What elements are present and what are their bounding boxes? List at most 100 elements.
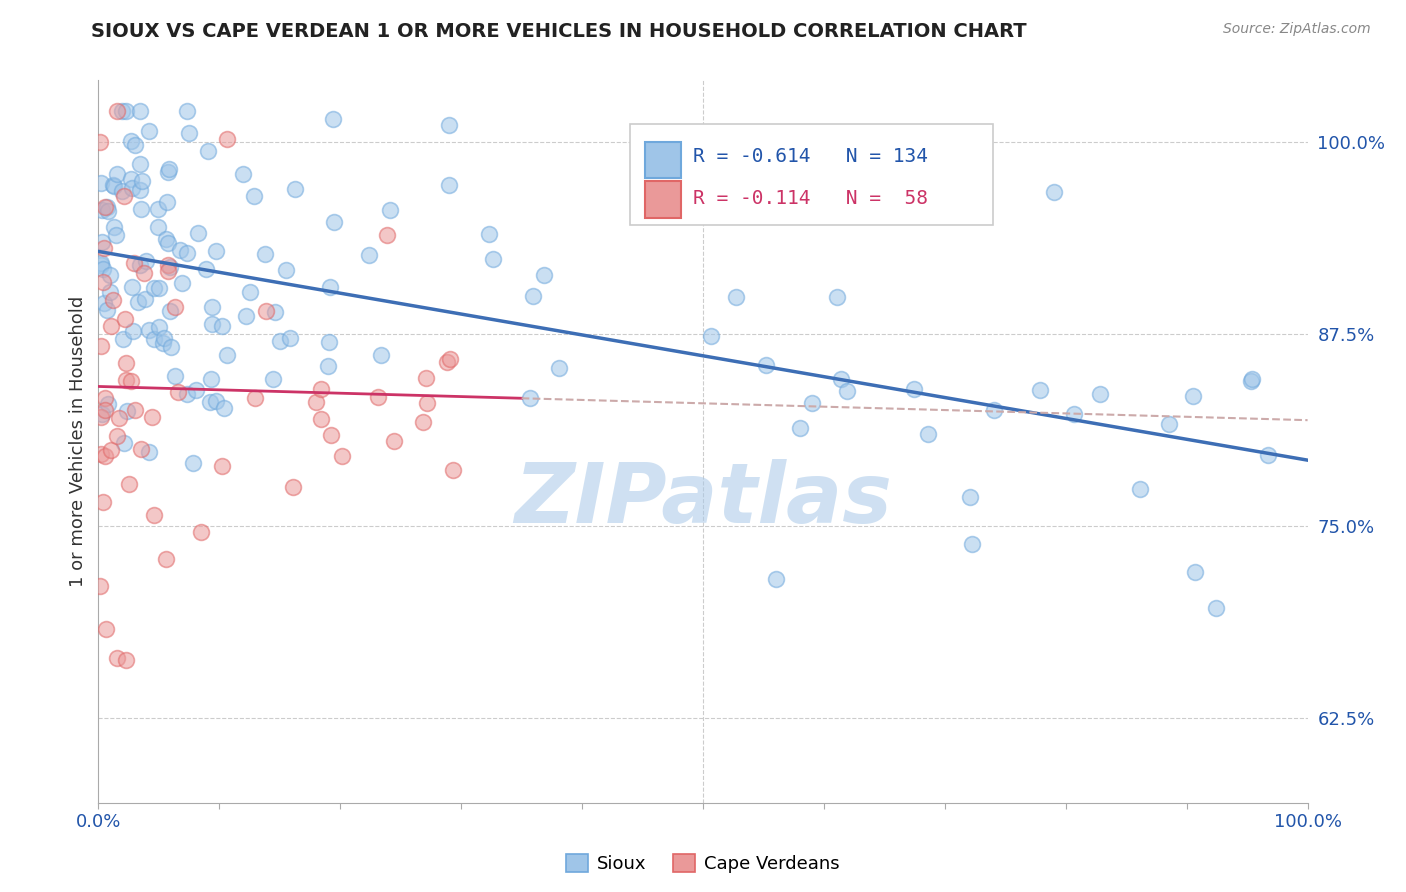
Point — [176, 245, 198, 260]
Point — [93, 242, 115, 256]
Point — [254, 247, 277, 261]
Point — [100, 442, 122, 457]
Point — [263, 305, 285, 319]
Point — [131, 442, 153, 456]
Point — [131, 174, 153, 188]
Point — [305, 394, 328, 409]
Point — [415, 371, 437, 385]
Point — [176, 103, 198, 118]
Point — [384, 434, 406, 448]
Point — [1184, 566, 1206, 580]
Point — [108, 411, 131, 425]
Point — [375, 228, 398, 243]
Point — [114, 311, 136, 326]
Text: R = -0.114   N =  58: R = -0.114 N = 58 — [693, 189, 928, 208]
Point — [90, 176, 112, 190]
Point — [105, 428, 128, 442]
Point — [232, 167, 254, 181]
Point — [134, 292, 156, 306]
Point — [190, 524, 212, 539]
Point — [441, 463, 464, 477]
Point — [132, 266, 155, 280]
Point — [121, 280, 143, 294]
Point — [91, 495, 114, 509]
Point — [155, 551, 177, 566]
Point — [198, 395, 221, 409]
Point — [142, 281, 165, 295]
Point — [1157, 417, 1180, 431]
Point — [437, 118, 460, 132]
Point — [89, 579, 111, 593]
Point — [94, 402, 117, 417]
Legend: Sioux, Cape Verdeans: Sioux, Cape Verdeans — [560, 847, 846, 880]
Point — [181, 456, 204, 470]
Point — [112, 189, 135, 203]
Text: ZIPatlas: ZIPatlas — [515, 458, 891, 540]
Point — [197, 145, 219, 159]
Point — [121, 180, 143, 194]
Point — [138, 124, 160, 138]
Point — [357, 248, 380, 262]
Point — [115, 653, 138, 667]
Point — [725, 290, 748, 304]
Point — [1240, 372, 1263, 386]
Point — [90, 255, 112, 269]
Point — [148, 220, 170, 235]
Point — [284, 182, 307, 196]
Point — [217, 348, 239, 362]
Point — [90, 258, 112, 272]
Point — [105, 650, 128, 665]
Point — [110, 103, 132, 118]
Point — [170, 277, 193, 291]
Point — [124, 137, 146, 152]
Point — [176, 387, 198, 401]
Point — [415, 396, 437, 410]
Point — [97, 397, 120, 411]
Point — [235, 309, 257, 323]
Point — [959, 490, 981, 504]
Point — [239, 285, 262, 299]
Point — [120, 172, 142, 186]
Point — [91, 276, 114, 290]
Point — [201, 317, 224, 331]
Point — [138, 323, 160, 337]
Point — [98, 268, 121, 283]
Point — [1205, 601, 1227, 615]
Point — [148, 319, 170, 334]
Point — [789, 421, 811, 435]
Point — [91, 262, 114, 277]
Point — [1063, 407, 1085, 421]
Point — [205, 244, 228, 258]
Point — [90, 407, 112, 421]
Point — [983, 403, 1005, 417]
Point — [318, 334, 340, 349]
Point — [269, 334, 291, 348]
Text: SIOUX VS CAPE VERDEAN 1 OR MORE VEHICLES IN HOUSEHOLD CORRELATION CHART: SIOUX VS CAPE VERDEAN 1 OR MORE VEHICLES… — [91, 22, 1026, 41]
Point — [1043, 185, 1066, 199]
Point — [243, 189, 266, 203]
Y-axis label: 1 or more Vehicles in Household: 1 or more Vehicles in Household — [69, 296, 87, 587]
Point — [122, 324, 145, 338]
Point — [309, 382, 332, 396]
Point — [160, 340, 183, 354]
Point — [156, 235, 179, 250]
Point — [1257, 448, 1279, 462]
Point — [89, 135, 111, 149]
Point — [522, 289, 544, 303]
Point — [478, 227, 501, 241]
Point — [156, 258, 179, 272]
Point — [436, 354, 458, 368]
FancyBboxPatch shape — [630, 124, 993, 225]
Point — [121, 374, 143, 388]
Point — [157, 162, 180, 177]
Point — [169, 243, 191, 257]
Point — [129, 259, 152, 273]
Point — [129, 103, 152, 118]
Point — [330, 449, 353, 463]
Point — [117, 404, 139, 418]
Point — [157, 165, 180, 179]
Point — [127, 294, 149, 309]
Point — [673, 184, 696, 198]
Text: Source: ZipAtlas.com: Source: ZipAtlas.com — [1223, 22, 1371, 37]
Point — [153, 331, 176, 345]
